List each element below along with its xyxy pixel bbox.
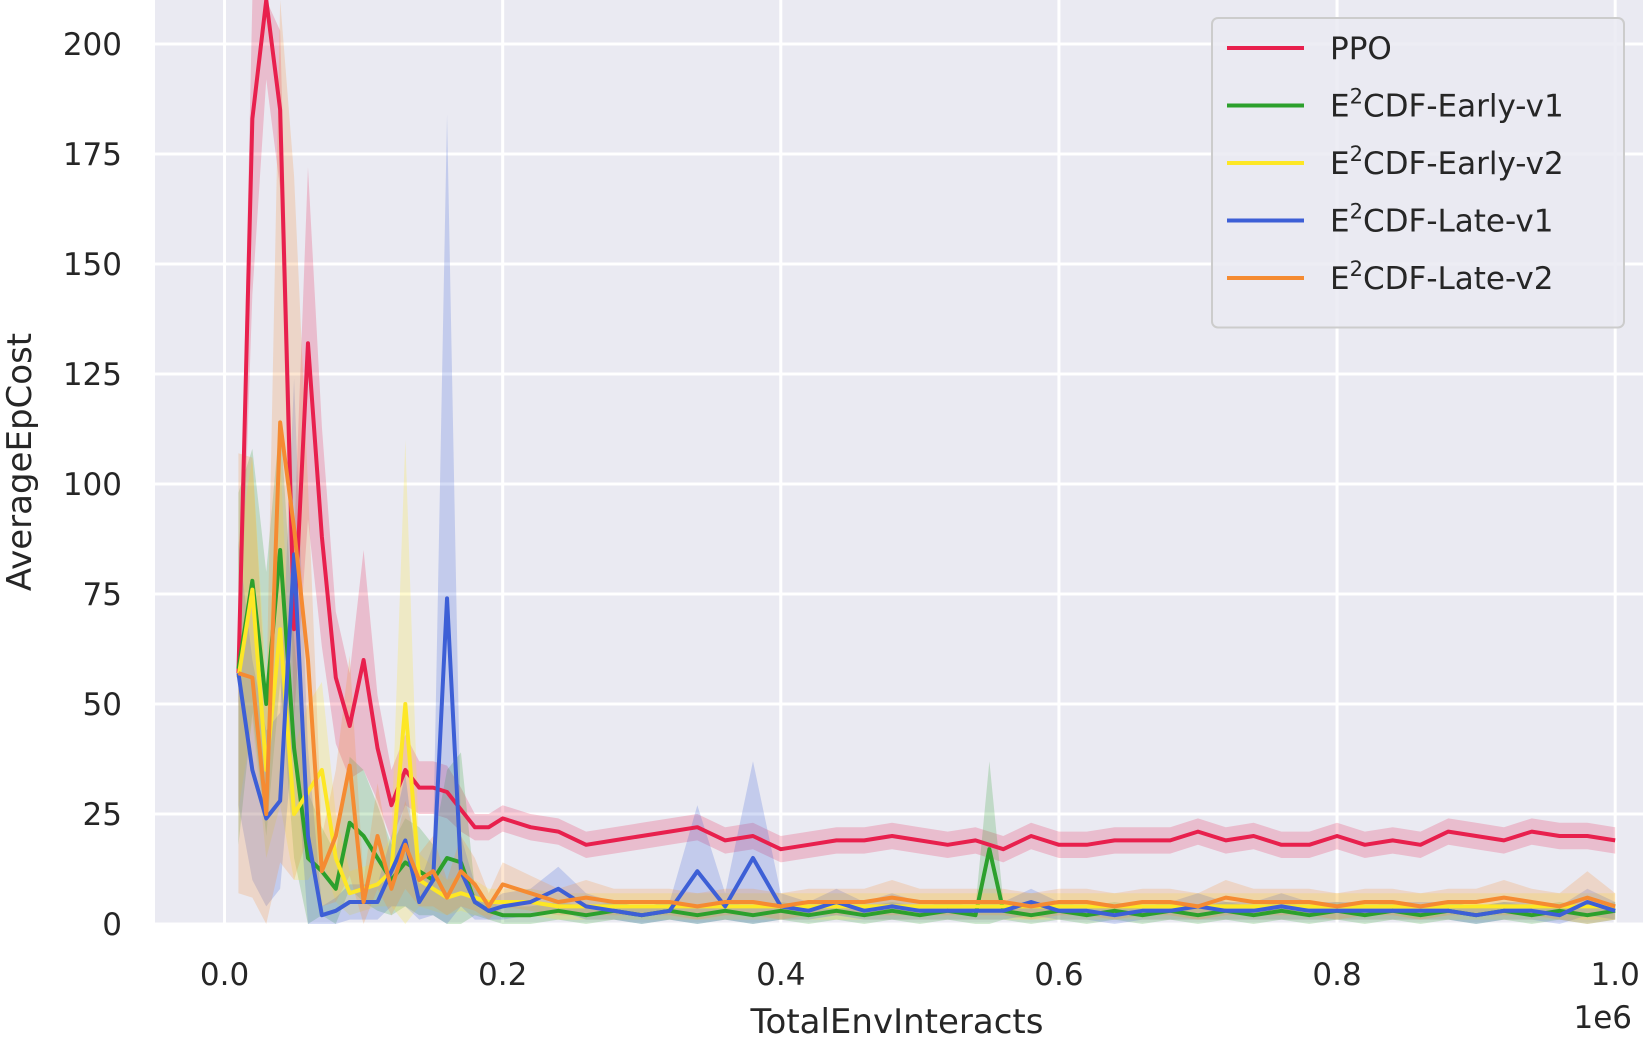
- legend-label: E2CDF-Late-v2: [1330, 257, 1553, 297]
- legend-label: E2CDF-Early-v2: [1330, 142, 1564, 182]
- x-tick-label: 0.4: [756, 957, 805, 993]
- legend-label-rest: CDF-Early-v2: [1363, 146, 1564, 182]
- legend-label-base: PPO: [1330, 31, 1392, 67]
- band-series-2: [238, 440, 1616, 924]
- legend-label-base: E: [1330, 146, 1350, 182]
- line-series-4: [237, 420, 1616, 909]
- line-series-3: [236, 552, 1616, 918]
- legend-label-rest: CDF-Early-v1: [1363, 89, 1564, 125]
- legend-label-base: E: [1330, 261, 1350, 297]
- legend-label-base: E: [1330, 89, 1350, 125]
- x-tick-label: 0.2: [478, 957, 527, 993]
- x-axis-offset-label: 1e6: [1573, 1000, 1632, 1036]
- legend-label: PPO: [1330, 31, 1392, 67]
- band-series-0: [238, 0, 1616, 863]
- legend-label-superscript: 2: [1350, 257, 1363, 281]
- legend-frame: [1211, 17, 1625, 329]
- legend-label-superscript: 2: [1350, 200, 1363, 224]
- y-tick-label: 100: [63, 467, 122, 503]
- series-lines: [236, 0, 1616, 918]
- legend-label: E2CDF-Early-v1: [1330, 85, 1564, 125]
- legend-label-superscript: 2: [1350, 142, 1363, 166]
- confidence-bands: [238, 0, 1616, 924]
- band-series-1: [238, 418, 1616, 924]
- legend-label-base: E: [1330, 204, 1350, 240]
- y-tick-label: 150: [63, 247, 122, 283]
- y-tick-label: 125: [63, 357, 122, 393]
- x-axis-label: TotalEnvInteracts: [750, 1002, 1044, 1042]
- band-series-4: [238, 0, 1616, 924]
- line-series-0: [236, 0, 1616, 852]
- x-axis-ticks: 0.0 0.2 0.4 0.6 0.8 1.0: [200, 957, 1640, 993]
- y-tick-label: 50: [83, 687, 122, 723]
- legend-label-rest: CDF-Late-v1: [1363, 204, 1553, 240]
- y-tick-label: 200: [63, 27, 122, 63]
- y-tick-label: 75: [83, 577, 122, 613]
- y-tick-label: 175: [63, 137, 122, 173]
- legend-label-superscript: 2: [1350, 85, 1363, 109]
- legend: PPOE2CDF-Early-v1E2CDF-Early-v2E2CDF-Lat…: [1211, 17, 1625, 329]
- x-tick-label: 1.0: [1591, 957, 1640, 993]
- y-axis-label: AverageEpCost: [0, 333, 40, 591]
- y-tick-label: 0: [102, 907, 122, 943]
- x-tick-label: 0.8: [1312, 957, 1361, 993]
- x-tick-label: 0.0: [200, 957, 249, 993]
- y-tick-label: 25: [83, 797, 122, 833]
- y-axis-ticks: 0 25 50 75 100 125 150 175 200: [63, 27, 122, 943]
- x-tick-label: 0.6: [1034, 957, 1083, 993]
- grid-lines: [155, 0, 1643, 926]
- legend-label: E2CDF-Late-v1: [1330, 200, 1553, 240]
- legend-label-rest: CDF-Late-v2: [1363, 261, 1553, 297]
